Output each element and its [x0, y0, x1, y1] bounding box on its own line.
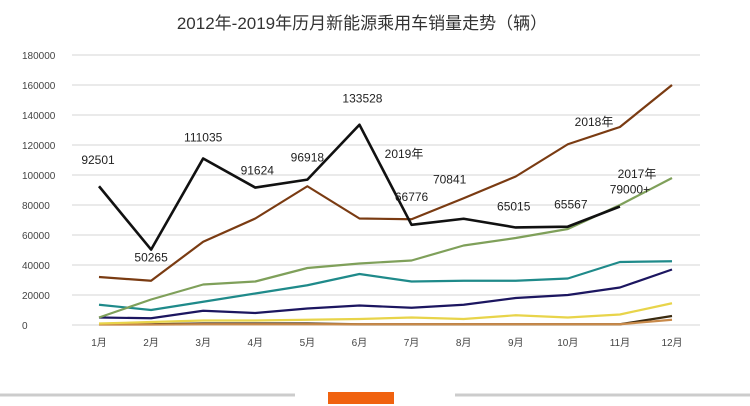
- x-tick-label: 5月: [300, 337, 316, 349]
- x-tick-label: 10月: [557, 337, 578, 349]
- data-label: 92501: [81, 153, 115, 167]
- data-label: 79000+: [610, 183, 650, 197]
- series-line-0: [97, 123, 621, 251]
- data-label: 70841: [433, 173, 467, 187]
- series-name-label: 2017年: [618, 167, 657, 181]
- series-line-3: [98, 260, 673, 312]
- series-name-label: 2018年: [575, 115, 614, 129]
- x-tick-label: 8月: [456, 337, 472, 349]
- data-label: 91624: [241, 164, 275, 178]
- data-label: 111035: [184, 130, 223, 144]
- y-tick-label: 180000: [22, 51, 56, 62]
- series-line-6: [99, 318, 673, 326]
- data-label: 96918: [291, 151, 325, 165]
- footer-accent-bar: [328, 392, 394, 404]
- x-tick-label: 3月: [195, 337, 211, 349]
- series-line-1: [98, 84, 673, 282]
- series-name-label: 2019年: [385, 147, 424, 161]
- x-tick-label: 12月: [661, 337, 682, 349]
- x-tick-label: 11月: [610, 337, 630, 349]
- y-tick-label: 60000: [22, 231, 50, 242]
- y-tick-label: 120000: [22, 141, 56, 152]
- data-label: 66776: [395, 190, 429, 204]
- data-label: 65015: [497, 199, 531, 213]
- y-tick-label: 140000: [22, 111, 56, 122]
- y-tick-label: 0: [22, 321, 28, 332]
- x-tick-label: 1月: [91, 337, 107, 349]
- series-line-2: [98, 177, 673, 319]
- x-tick-label: 7月: [404, 337, 420, 349]
- series-line-4: [98, 268, 673, 320]
- series-line-5: [98, 302, 673, 325]
- chart-title: 2012年-2019年历月新能源乘用车销量走势（辆）: [177, 14, 547, 33]
- y-tick-label: 160000: [22, 81, 56, 92]
- y-tick-label: 40000: [22, 261, 50, 272]
- data-label: 133528: [342, 92, 382, 106]
- y-tick-label: 20000: [22, 291, 50, 302]
- data-label: 65567: [554, 198, 588, 212]
- x-tick-label: 4月: [247, 337, 263, 349]
- y-tick-label: 80000: [22, 201, 50, 212]
- x-tick-label: 2月: [143, 337, 159, 349]
- data-label: 50265: [134, 251, 168, 265]
- y-tick-label: 100000: [22, 171, 56, 182]
- x-tick-label: 6月: [352, 337, 368, 349]
- x-tick-label: 9月: [508, 337, 524, 349]
